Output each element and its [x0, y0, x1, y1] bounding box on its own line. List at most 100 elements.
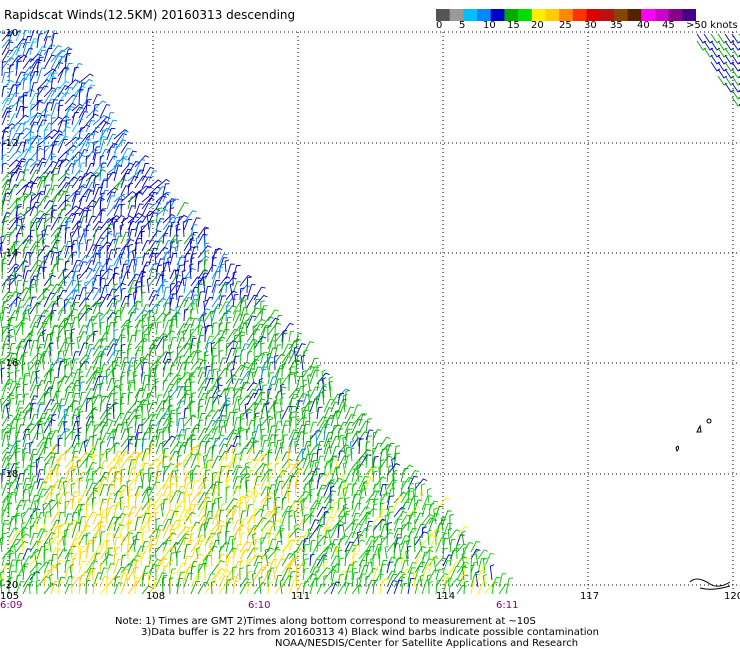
wind-barb — [134, 192, 141, 210]
wind-barb — [162, 465, 169, 483]
wind-barb — [183, 233, 196, 245]
wind-barb — [337, 549, 343, 567]
wind-barb — [99, 227, 112, 238]
wind-barb — [482, 557, 488, 574]
wind-barb — [174, 542, 179, 560]
wind-barb — [358, 536, 364, 553]
wind-barb — [64, 523, 73, 539]
wind-barb — [232, 334, 239, 350]
wind-barb — [64, 69, 70, 84]
wind-barb — [176, 492, 185, 504]
wind-barb — [302, 400, 314, 413]
wind-barb — [413, 571, 418, 588]
wind-barb — [731, 75, 740, 86]
wind-barb — [337, 573, 344, 588]
wind-barb — [253, 454, 266, 469]
wind-barb — [309, 488, 316, 504]
wind-barb — [356, 431, 361, 448]
wind-barb — [176, 228, 181, 245]
wind-barb — [8, 329, 14, 343]
wind-barb — [204, 342, 213, 357]
wind-barb — [218, 276, 231, 287]
wind-barb — [112, 532, 117, 546]
wind-barb — [148, 581, 161, 595]
wind-barb — [57, 317, 69, 329]
wind-barb — [407, 514, 414, 532]
wind-barb — [344, 421, 354, 434]
wind-barb — [155, 192, 170, 203]
wind-barb — [15, 451, 21, 469]
wind-barb — [36, 245, 50, 259]
wind-barb — [27, 361, 32, 378]
wind-barb — [386, 570, 396, 581]
wind-barb — [29, 314, 40, 329]
wind-barb — [8, 392, 14, 406]
wind-barb — [113, 129, 129, 140]
wind-barb — [267, 569, 272, 588]
wind-barb — [337, 513, 350, 525]
wind-barb — [141, 572, 149, 588]
wind-barb — [35, 458, 41, 476]
wind-barb — [146, 488, 152, 504]
wind-barb — [49, 499, 54, 518]
wind-barb — [426, 574, 432, 588]
wind-barb — [260, 316, 274, 329]
wind-barb — [175, 476, 180, 490]
wind-barb — [302, 568, 309, 581]
wind-barb — [97, 248, 103, 266]
note-line-1: Note: 1) Times are GMT 2)Times along bot… — [115, 616, 536, 627]
wind-barb — [15, 148, 31, 161]
wind-barb — [505, 577, 514, 595]
wind-barb — [50, 49, 66, 63]
wind-barb — [63, 408, 69, 427]
wind-barb — [22, 145, 35, 161]
wind-barb — [155, 452, 167, 462]
wind-barb — [309, 553, 315, 567]
wind-barb — [169, 519, 181, 532]
wind-barb — [14, 248, 19, 266]
wind-barb — [134, 387, 145, 399]
wind-barb — [70, 328, 76, 343]
wind-barb — [162, 330, 175, 343]
wind-barb — [288, 330, 295, 343]
wind-barb — [71, 495, 78, 511]
wind-barb — [239, 366, 249, 378]
wind-barb — [21, 319, 26, 336]
wind-barb — [414, 482, 420, 497]
wind-barb — [309, 544, 322, 560]
wind-barb — [267, 497, 272, 511]
wind-barb — [92, 94, 102, 105]
wind-barb — [281, 332, 288, 350]
wind-barb — [307, 373, 312, 392]
wind-barb — [288, 450, 293, 469]
wind-barb — [176, 362, 187, 378]
wind-barb — [155, 564, 160, 581]
wind-barb — [225, 444, 232, 462]
color-scale-segment — [545, 9, 560, 21]
wind-barb — [169, 510, 179, 525]
wind-barb — [106, 523, 116, 539]
wind-barb — [1, 404, 9, 420]
wind-barb — [50, 144, 57, 161]
wind-barb — [127, 566, 140, 581]
wind-barb — [113, 315, 121, 329]
wind-barb — [162, 261, 171, 273]
wind-barb — [22, 469, 29, 483]
wind-barb — [106, 133, 117, 147]
wind-barb — [8, 105, 14, 119]
wind-barb — [218, 263, 225, 280]
wind-barb — [253, 415, 259, 434]
wind-barb — [71, 553, 80, 567]
wind-barb — [15, 581, 25, 595]
wind-barb — [141, 565, 150, 581]
wind-barb — [92, 520, 104, 532]
wind-barb — [356, 461, 361, 476]
wind-barb — [344, 571, 352, 588]
wind-barb — [141, 265, 149, 280]
wind-barb — [99, 293, 112, 308]
wind-barb — [232, 293, 239, 308]
wind-barb — [1, 154, 8, 168]
wind-barb — [105, 448, 111, 462]
wind-barb — [127, 455, 142, 469]
wind-barb — [141, 271, 147, 287]
